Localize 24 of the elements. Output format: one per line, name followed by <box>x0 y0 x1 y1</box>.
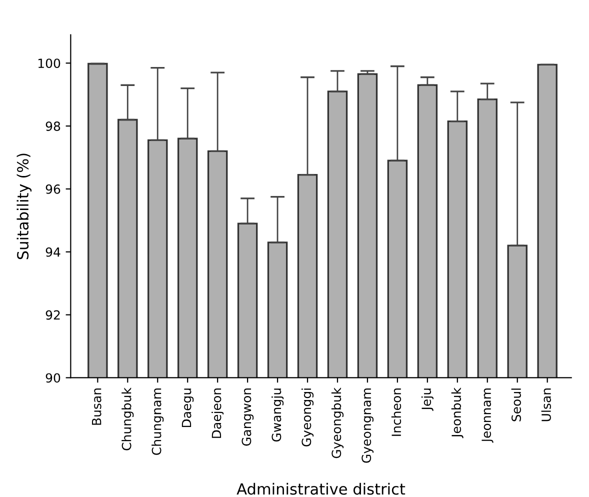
x-tick-label: Busan <box>92 388 102 425</box>
x-tick-label: Gangwon <box>242 388 254 446</box>
x-tick-label: Daejeon <box>212 388 224 438</box>
y-tick-label: 98 <box>46 122 60 131</box>
x-tick-label: Daegu <box>182 388 194 428</box>
y-tick-label: 90 <box>46 373 60 383</box>
x-tick-label: Chungbuk <box>122 387 134 450</box>
x-tick-label: Gyeongnam <box>362 388 374 463</box>
y-tick-label: 92 <box>46 310 60 320</box>
x-tick-label: Jeonbuk <box>451 387 464 438</box>
y-tick-label: 94 <box>46 247 60 257</box>
x-tick-label: Chungnam <box>152 388 164 455</box>
x-tick-label: Gyeongbuk <box>331 387 344 458</box>
x-tick-label: Incheon <box>391 388 402 436</box>
y-axis-title: Suitability (%) <box>16 154 32 260</box>
y-tick-label: 96 <box>46 184 60 194</box>
x-tick-label: Gwangju <box>271 388 284 442</box>
x-tick-label: Ulsan <box>541 388 551 422</box>
x-tick-label: Seoul <box>511 388 521 422</box>
x-tick-label: Jeonnam <box>482 388 494 443</box>
x-tick-label: Jeju <box>421 388 434 411</box>
x-axis-title: Administrative district <box>236 482 406 495</box>
y-tick-label: 100 <box>38 58 60 68</box>
x-tick-label: Gyeonggi <box>301 388 314 446</box>
